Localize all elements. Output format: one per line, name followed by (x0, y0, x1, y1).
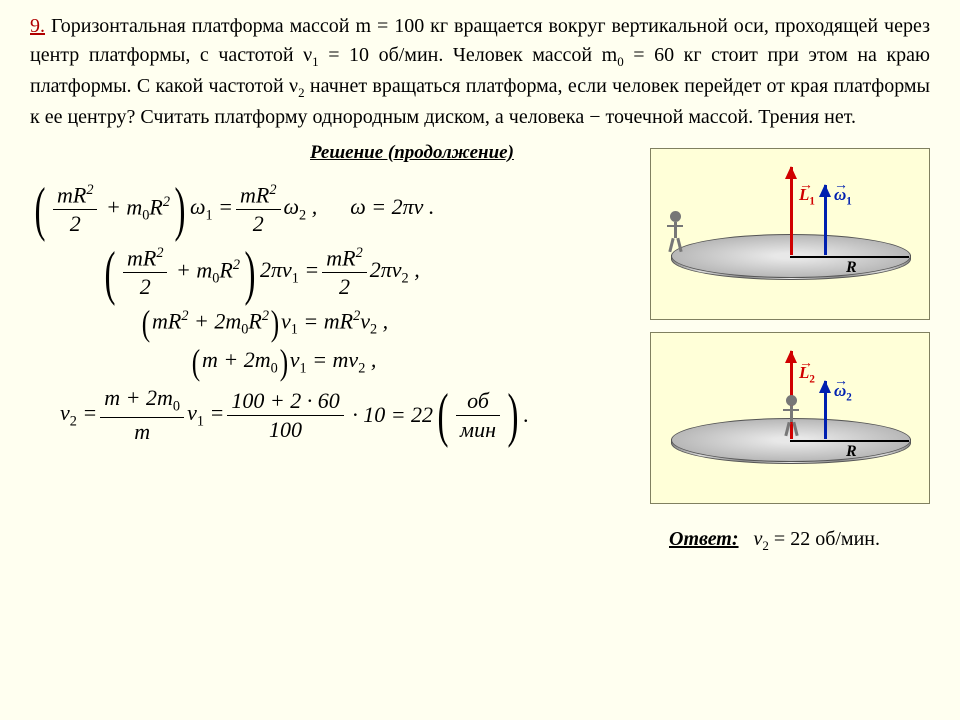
label-omega1: →ω1 (834, 185, 852, 207)
person-figure-edge (666, 211, 684, 255)
equation-4: ( m + 2m0 ) ν1 = mν2 , (30, 347, 640, 377)
vector-omega2 (824, 381, 827, 439)
answer-line: Ответ: ν2 = 22 об/мин. (30, 528, 930, 554)
equation-3: ( mR2 + 2m0R2 ) ν1 = mR2ν2 , (30, 308, 640, 339)
problem-number: 9. (30, 15, 45, 37)
problem-statement: 9. Горизонтальная платформа массой m = 1… (30, 12, 930, 132)
diagram-state-2: R →L2 →ω2 (650, 332, 930, 504)
label-L2: →L2 (799, 363, 815, 385)
diagram-state-1: R →L1 →ω1 (650, 148, 930, 320)
vector-omega1 (824, 185, 827, 255)
label-L1: →L1 (799, 185, 815, 207)
vector-L1 (790, 167, 793, 255)
person-figure-center (782, 395, 800, 439)
label-omega2: →ω2 (834, 381, 852, 403)
equation-1: ( mR22 + m0R2 ) ω1 = mR22 ω2 , ω = 2πν . (30, 182, 640, 237)
equation-2: ( mR22 + m0R2 ) 2πν1 = mR22 2πν2 , (30, 245, 640, 300)
equations-block: ( mR22 + m0R2 ) ω1 = mR22 ω2 , ω = 2πν .… (30, 170, 640, 453)
diagrams-panel: R →L1 →ω1 R (650, 148, 930, 516)
equation-5: ν2 = m + 2m0m ν1 = 100 + 2 · 60100 · 10 … (30, 385, 640, 444)
solution-heading: Решение (продолжение) (310, 142, 514, 164)
